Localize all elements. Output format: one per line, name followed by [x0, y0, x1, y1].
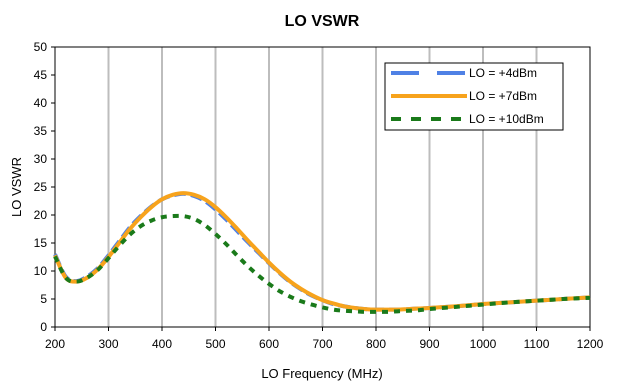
y-tick-label: 25	[34, 180, 48, 194]
y-tick-label: 40	[34, 96, 48, 110]
legend-label-2: LO = +7dBm	[469, 89, 537, 103]
x-axis-label: LO Frequency (MHz)	[261, 366, 382, 381]
y-tick-label: 5	[40, 292, 47, 306]
y-tick-label: 45	[34, 68, 48, 82]
x-axis-ticks: 200 300 400 500 600 700 800 900 1000 1100 1200	[45, 327, 604, 351]
x-tick-label: 900	[419, 337, 439, 351]
series-line-3	[53, 213, 591, 314]
x-tick-label: 1000	[470, 337, 497, 351]
x-tick-label: 300	[98, 337, 118, 351]
y-tick-label: 20	[34, 208, 48, 222]
y-axis-ticks: 0 5 10 15 20 25 30 35 40 45 50	[34, 40, 55, 334]
x-tick-label: 600	[259, 337, 279, 351]
legend-label-1: LO = +4dBm	[469, 66, 537, 80]
y-tick-label: 30	[34, 152, 48, 166]
x-tick-label: 800	[366, 337, 386, 351]
chart-title: LO VSWR	[285, 13, 360, 30]
x-tick-label: 500	[205, 337, 225, 351]
x-tick-label: 200	[45, 337, 65, 351]
x-tick-label: 700	[312, 337, 332, 351]
y-tick-label: 10	[34, 264, 48, 278]
y-tick-label: 15	[34, 236, 48, 250]
y-tick-label: 35	[34, 124, 48, 138]
y-tick-label: 50	[34, 40, 48, 54]
x-tick-label: 1100	[524, 337, 550, 351]
legend: LO = +4dBm LO = +7dBm LO = +10dBm	[384, 62, 564, 131]
x-tick-label: 400	[152, 337, 172, 351]
y-tick-label: 0	[40, 320, 47, 334]
x-tick-label: 1200	[577, 337, 604, 351]
legend-label-3: LO = +10dBm	[469, 112, 544, 126]
y-axis-label: LO VSWR	[9, 157, 24, 217]
series-lines	[53, 191, 591, 314]
